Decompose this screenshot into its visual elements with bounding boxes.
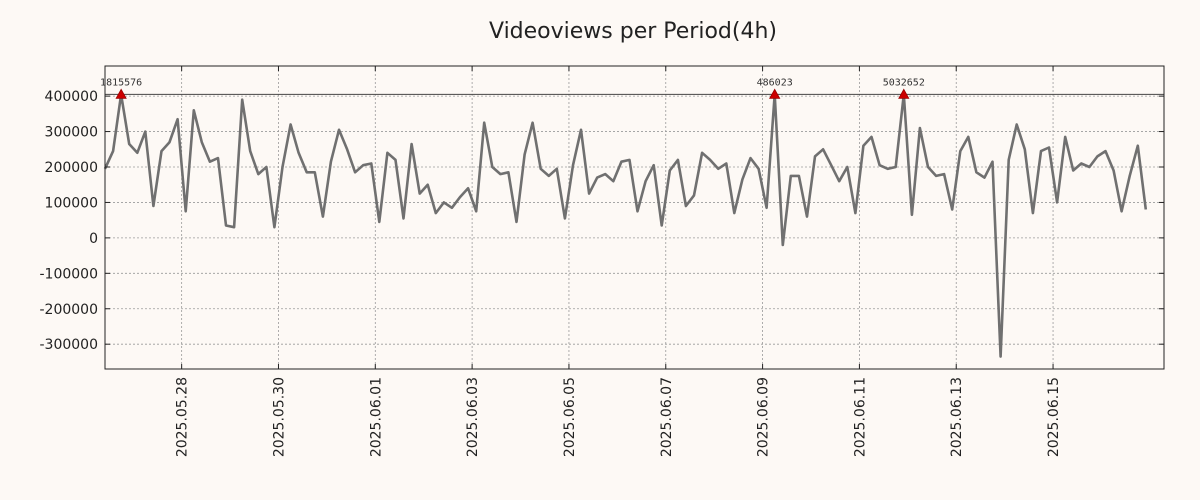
peak-marker <box>898 88 910 99</box>
x-tick-label: 2025.05.30 <box>271 377 287 457</box>
peak-markers: 1815576 486023 5032652 <box>100 77 925 99</box>
y-tick-label: 0 <box>89 231 98 247</box>
x-tick-label: 2025.06.09 <box>756 377 772 457</box>
chart-title: Videoviews per Period(4h) <box>489 19 777 44</box>
x-tick-label: 2025.06.15 <box>1046 377 1062 457</box>
x-tick-label: 2025.06.01 <box>368 377 384 457</box>
x-axis-ticks: 2025.05.28 2025.05.30 2025.06.01 2025.06.03… <box>175 66 1062 457</box>
series-line <box>103 93 1148 358</box>
y-tick-label: -200000 <box>40 302 99 318</box>
x-tick-label: 2025.06.13 <box>949 377 965 457</box>
grid <box>105 66 1164 369</box>
x-tick-label: 2025.06.11 <box>852 377 868 457</box>
peak-marker <box>115 88 127 99</box>
x-tick-label: 2025.06.07 <box>659 377 675 457</box>
y-tick-label: 100000 <box>45 195 98 211</box>
peak-marker <box>769 88 781 99</box>
x-tick-label: 2025.06.05 <box>562 377 578 457</box>
peak-label: 1815576 <box>100 77 142 88</box>
plot-frame <box>104 65 1165 370</box>
y-tick-label: -300000 <box>40 337 99 353</box>
y-axis-ticks: 400000 300000 200000 100000 0 -100000 -200000 -… <box>40 89 1164 353</box>
peak-label: 486023 <box>757 77 793 88</box>
x-tick-label: 2025.05.28 <box>175 377 191 457</box>
x-tick-label: 2025.06.03 <box>465 377 481 457</box>
y-tick-label: -100000 <box>40 266 99 282</box>
peak-label: 5032652 <box>883 77 925 88</box>
series-group <box>103 93 1148 358</box>
y-tick-label: 400000 <box>45 89 98 105</box>
y-tick-label: 200000 <box>45 160 98 176</box>
y-tick-label: 300000 <box>45 125 98 141</box>
